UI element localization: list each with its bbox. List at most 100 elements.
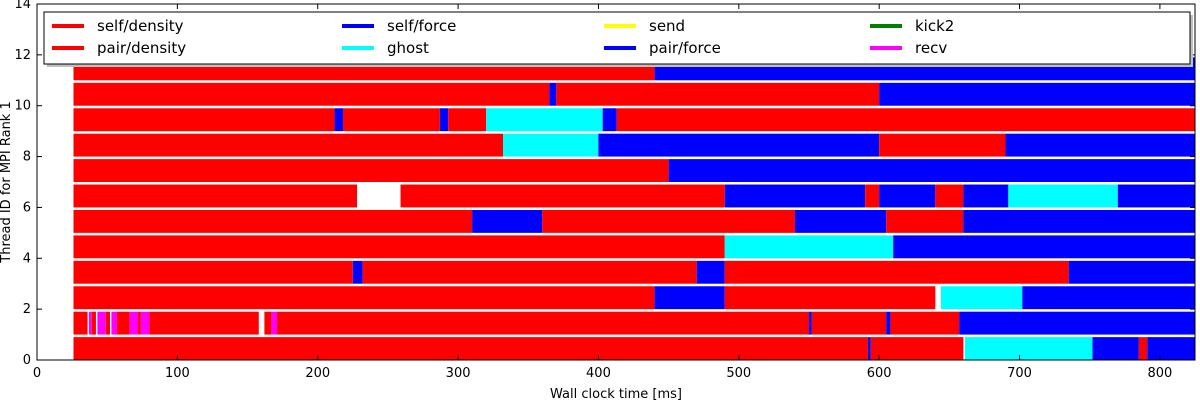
- segment-thread-3-1: [352, 260, 363, 284]
- segment-thread-8-2: [598, 133, 880, 157]
- segment-thread-5-3: [794, 209, 887, 233]
- segment-thread-6-4: [879, 184, 936, 208]
- segment-thread-2-1: [654, 286, 725, 310]
- x-tick-label-400: 400: [586, 366, 611, 381]
- legend-label-7: recv: [915, 39, 947, 57]
- segment-thread-10-2: [556, 82, 880, 106]
- segment-thread-1-1: [88, 311, 92, 335]
- legend-label-1: pair/density: [97, 39, 186, 57]
- y-axis: 0 2 4 6 8 10 12 14: [14, 0, 1195, 368]
- segment-thread-6-8: [1117, 184, 1195, 208]
- segment-thread-6-7: [1008, 184, 1118, 208]
- legend-label-3: ghost: [387, 39, 429, 57]
- segment-thread-1-9: [140, 311, 150, 335]
- segment-thread-1-5: [111, 311, 117, 335]
- segment-thread-6-3: [865, 184, 880, 208]
- segment-thread-1-10: [149, 311, 259, 335]
- y-axis-label: Thread ID for MPI Rank 1: [0, 101, 14, 263]
- segment-thread-3-4: [724, 260, 1069, 284]
- segment-thread-10-3: [879, 82, 1195, 106]
- legend: self/density pair/density self/force ghost s…: [43, 11, 1193, 67]
- segment-thread-9-1: [334, 108, 343, 132]
- x-tick-label-300: 300: [446, 366, 471, 381]
- segment-thread-9-4: [448, 108, 487, 132]
- x-axis: 0 100 200 300 400 500 600 700 800: [33, 4, 1172, 381]
- x-tick-label-600: 600: [867, 366, 892, 381]
- segment-thread-9-6: [602, 108, 617, 132]
- segment-thread-4-1: [724, 235, 894, 259]
- segment-thread-1-14: [809, 311, 812, 335]
- y-tick-label-2: 2: [23, 302, 31, 317]
- segment-thread-5-0: [73, 209, 473, 233]
- segment-thread-2-2: [724, 286, 936, 310]
- segment-thread-0-6: [1147, 337, 1195, 360]
- segment-thread-2-0: [73, 286, 655, 310]
- segment-thread-2-3: [940, 286, 1023, 310]
- segment-thread-3-3: [696, 260, 725, 284]
- segment-thread-1-6: [117, 311, 130, 335]
- segment-thread-1-7: [129, 311, 139, 335]
- x-tick-label-800: 800: [1147, 366, 1172, 381]
- legend-label-5: pair/force: [649, 39, 721, 57]
- y-tick-label-6: 6: [23, 200, 31, 215]
- segment-thread-1-3: [97, 311, 106, 335]
- segment-thread-6-6: [963, 184, 1009, 208]
- x-tick-label-200: 200: [305, 366, 330, 381]
- segment-thread-1-11: [264, 311, 272, 335]
- segment-thread-6-5: [935, 184, 964, 208]
- segment-thread-1-13: [277, 311, 809, 335]
- segment-thread-7-1: [668, 159, 1195, 182]
- segment-thread-0-5: [1138, 337, 1148, 360]
- segment-thread-0-1: [867, 337, 871, 360]
- segment-thread-1-17: [890, 311, 960, 335]
- segment-thread-1-0: [73, 311, 88, 335]
- segment-thread-10-1: [549, 82, 557, 106]
- segment-thread-6-2: [724, 184, 866, 208]
- segment-thread-5-1: [472, 209, 543, 233]
- segment-thread-0-4: [1092, 337, 1139, 360]
- segment-thread-4-2: [893, 235, 1195, 259]
- segment-thread-3-5: [1068, 260, 1195, 284]
- x-tick-label-500: 500: [726, 366, 751, 381]
- segment-thread-1-8: [138, 311, 141, 335]
- segment-thread-4-0: [73, 235, 725, 259]
- x-tick-label-100: 100: [165, 366, 190, 381]
- segment-thread-2-4: [1022, 286, 1195, 310]
- legend-label-0: self/density: [97, 17, 184, 35]
- segment-thread-0-2: [870, 337, 964, 360]
- segment-thread-1-15: [811, 311, 887, 335]
- segment-thread-8-4: [1005, 133, 1195, 157]
- x-axis-label: Wall clock time [ms]: [550, 387, 682, 400]
- plot-frame: [36, 3, 1196, 361]
- segment-thread-1-18: [959, 311, 1195, 335]
- segment-thread-5-4: [886, 209, 964, 233]
- segment-thread-8-3: [879, 133, 1006, 157]
- segment-thread-1-16: [886, 311, 891, 335]
- y-tick-label-0: 0: [23, 353, 31, 368]
- y-tick-label-4: 4: [23, 251, 31, 266]
- segment-thread-3-0: [73, 260, 353, 284]
- segment-thread-9-7: [616, 108, 1195, 132]
- segment-thread-9-3: [439, 108, 449, 132]
- segment-thread-0-0: [73, 337, 868, 360]
- y-tick-label-12: 12: [14, 48, 31, 63]
- segment-thread-6-0: [73, 184, 358, 208]
- segment-thread-5-5: [963, 209, 1195, 233]
- segment-thread-1-4: [105, 311, 110, 335]
- segment-thread-10-0: [73, 82, 550, 106]
- x-tick-label-700: 700: [1007, 366, 1032, 381]
- segment-thread-3-2: [362, 260, 697, 284]
- y-tick-label-10: 10: [14, 99, 31, 114]
- segment-thread-1-2: [91, 311, 96, 335]
- segment-thread-9-2: [342, 108, 440, 132]
- segment-thread-5-2: [542, 209, 795, 233]
- segment-thread-8-0: [73, 133, 504, 157]
- segment-thread-6-1: [400, 184, 725, 208]
- x-tick-label-0: 0: [33, 366, 41, 381]
- segment-thread-1-12: [271, 311, 278, 335]
- legend-box: [43, 11, 1191, 65]
- segment-thread-7-0: [73, 159, 669, 182]
- segment-thread-9-5: [486, 108, 603, 132]
- legend-label-4: send: [649, 17, 685, 35]
